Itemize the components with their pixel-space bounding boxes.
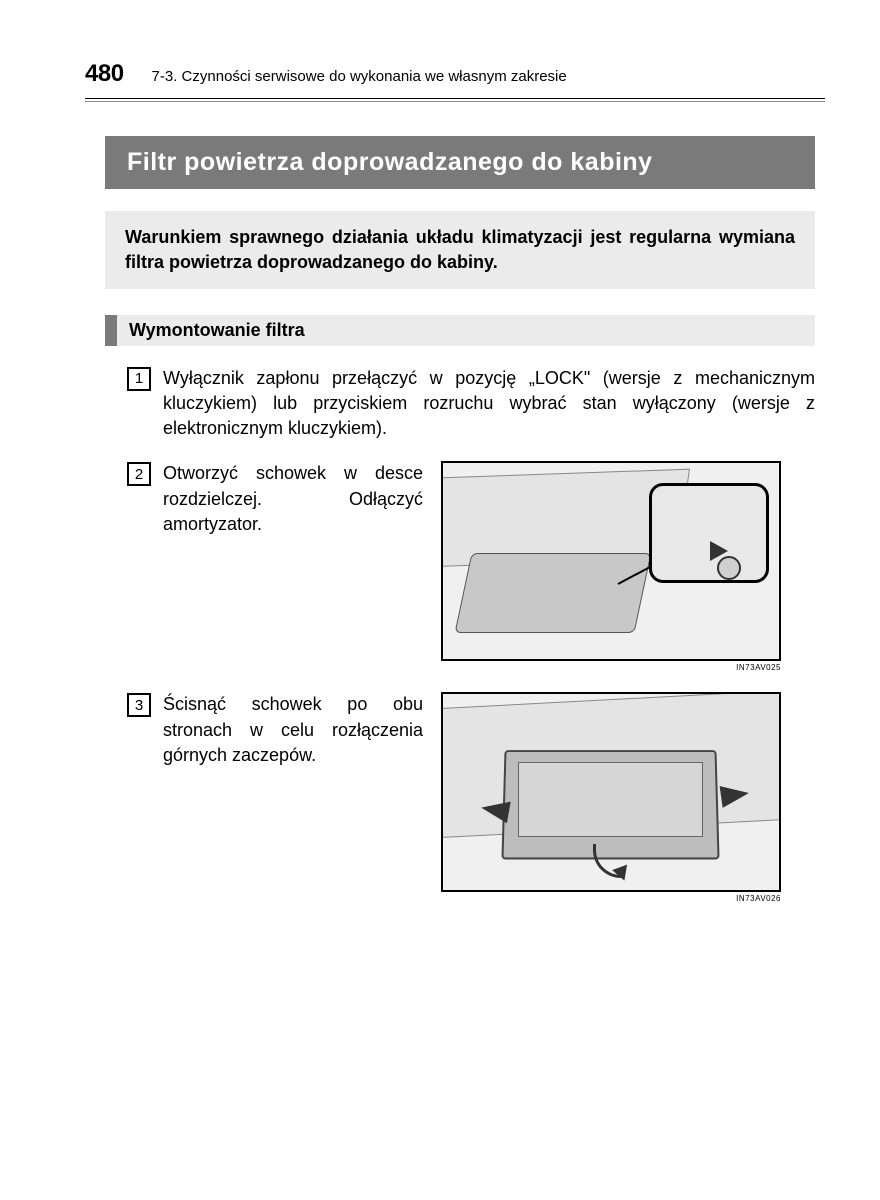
pull-arrow-icon bbox=[593, 844, 621, 878]
rule-thick bbox=[85, 98, 825, 99]
step-text: Otworzyć schowek w desce rozdzielczej. O… bbox=[163, 461, 423, 672]
figure-frame bbox=[441, 461, 781, 661]
callout-box bbox=[649, 483, 769, 583]
step-3: 3 Ścisnąć schowek po obu stronach w celu… bbox=[105, 692, 815, 903]
page-number: 480 bbox=[85, 60, 124, 88]
subheading-text: Wymontowanie filtra bbox=[117, 315, 815, 346]
step-2: 2 Otworzyć schowek w desce rozdzielczej.… bbox=[105, 461, 815, 672]
step-number-box: 3 bbox=[127, 693, 151, 717]
step-1: 1 Wyłącznik zapłonu przełączyć w pozycję… bbox=[105, 366, 815, 442]
step-number-box: 1 bbox=[127, 367, 151, 391]
rule-thin bbox=[85, 101, 825, 102]
step-text: Ścisnąć schowek po obu stronach w celu r… bbox=[163, 692, 423, 903]
step-number-box: 2 bbox=[127, 462, 151, 486]
subheading-accent bbox=[105, 315, 117, 346]
content-area: Filtr powietrza doprowadzanego do kabiny… bbox=[85, 136, 825, 904]
subheading-row: Wymontowanie filtra bbox=[105, 315, 815, 346]
intro-box: Warunkiem sprawnego działania układu kli… bbox=[105, 211, 815, 289]
figure-id: IN73AV025 bbox=[441, 663, 781, 672]
step-text: Wyłącznik zapłonu przełączyć w pozycję „… bbox=[163, 366, 815, 442]
figure-frame bbox=[441, 692, 781, 892]
glovebox-inner bbox=[518, 762, 703, 837]
section-path: 7-3. Czynności serwisowe do wykonania we… bbox=[152, 68, 567, 85]
figure-1: IN73AV025 bbox=[441, 461, 781, 672]
page-header: 480 7-3. Czynności serwisowe do wykonani… bbox=[85, 60, 825, 88]
glovebox-shape bbox=[454, 553, 651, 633]
figure-id: IN73AV026 bbox=[441, 894, 781, 903]
figure-2: IN73AV026 bbox=[441, 692, 781, 903]
squeeze-arrow-right-icon bbox=[720, 783, 751, 809]
damper-knob bbox=[717, 556, 741, 580]
page-title: Filtr powietrza doprowadzanego do kabiny bbox=[105, 136, 815, 189]
